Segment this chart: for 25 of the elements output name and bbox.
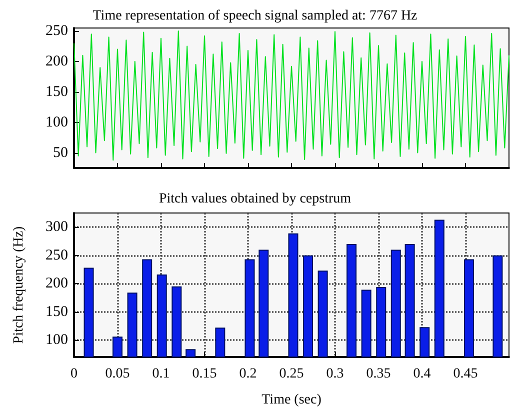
x-tick-label: 0 — [70, 366, 78, 382]
y-tick-label: 150 — [46, 84, 68, 100]
y-tick-label: 100 — [46, 114, 68, 130]
x-tick-label: 0.2 — [239, 366, 257, 382]
chart-title: Time representation of speech signal sampled at: 7767 Hz — [92, 8, 418, 24]
y-tick-label: 100 — [46, 332, 68, 348]
x-tick-label: 0.3 — [326, 366, 344, 382]
x-tick-label: 0.35 — [366, 366, 391, 382]
x-tick-label: 0.25 — [279, 366, 304, 382]
y-tick-label: 250 — [46, 247, 68, 264]
chart-title: Pitch values obtained by cepstrum — [158, 192, 352, 206]
y-tick-label: 200 — [46, 53, 68, 70]
y-tick-label: 200 — [46, 276, 68, 292]
y-tick-label: 250 — [46, 23, 68, 40]
x-tick-label: 0.45 — [453, 366, 478, 382]
y-tick-label: 150 — [46, 304, 68, 320]
x-tick-label: 0.1 — [152, 366, 170, 382]
line-series — [74, 30, 510, 161]
x-axis-title: Time (sec) — [262, 392, 322, 408]
y-tick-label: 50 — [53, 144, 68, 161]
x-tick-label: 0.15 — [192, 366, 217, 382]
x-tick-label: 0.05 — [105, 366, 130, 382]
y-tick-label: 300 — [46, 219, 68, 236]
y-axis-title: Pitch frequency (Hz) — [12, 226, 26, 344]
x-tick-label: 0.4 — [413, 366, 431, 382]
